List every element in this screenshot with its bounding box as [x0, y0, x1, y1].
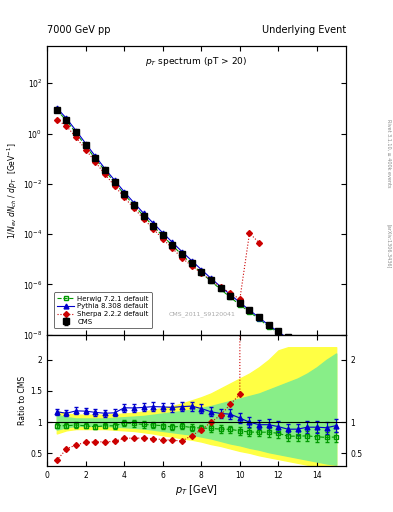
Y-axis label: Ratio to CMS: Ratio to CMS: [18, 376, 28, 425]
Text: [arXiv:1306.3436]: [arXiv:1306.3436]: [386, 224, 391, 268]
Text: CMS_2011_S9120041: CMS_2011_S9120041: [169, 312, 236, 317]
Text: 7000 GeV pp: 7000 GeV pp: [47, 25, 111, 34]
Text: Rivet 3.1.10, ≥ 400k events: Rivet 3.1.10, ≥ 400k events: [386, 119, 391, 188]
Text: Underlying Event: Underlying Event: [262, 25, 346, 34]
Y-axis label: $1/N_{ev}\ dN_{ch}\ /\ dp_T\ \ [\mathrm{GeV}^{-1}]$: $1/N_{ev}\ dN_{ch}\ /\ dp_T\ \ [\mathrm{…: [6, 142, 20, 239]
Text: $p_T$ spectrum (pT > 20): $p_T$ spectrum (pT > 20): [145, 55, 248, 68]
Legend: Herwig 7.2.1 default, Pythia 8.308 default, Sherpa 2.2.2 default, CMS: Herwig 7.2.1 default, Pythia 8.308 defau…: [53, 292, 152, 328]
X-axis label: $p_T$ [GeV]: $p_T$ [GeV]: [175, 482, 218, 497]
